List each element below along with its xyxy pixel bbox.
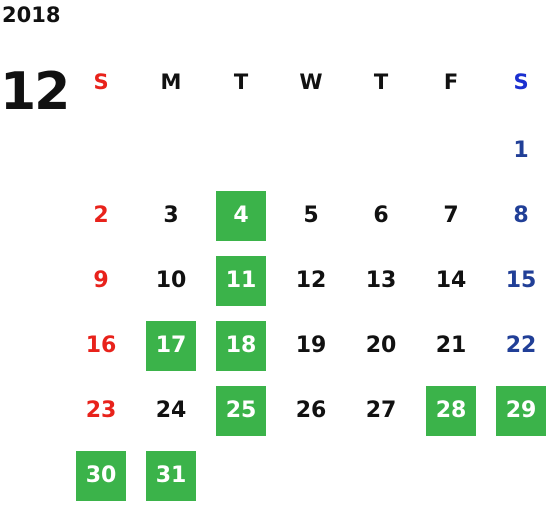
day-cell: 12 — [276, 248, 346, 313]
day-7[interactable]: 7 — [443, 203, 459, 228]
day-12[interactable]: 12 — [295, 268, 327, 293]
day-grid: 1 2 3 4 5 6 7 8 9 10 11 12 13 14 15 16 17 18 19 20 21 22 23 24 2… — [66, 118, 548, 508]
day-23[interactable]: 23 — [85, 398, 117, 423]
weekday-wednesday: W — [299, 70, 323, 94]
day-cell: 19 — [276, 313, 346, 378]
day-27[interactable]: 27 — [365, 398, 397, 423]
day-cell-empty — [66, 118, 136, 183]
day-cell: 26 — [276, 378, 346, 443]
day-28[interactable]: 28 — [426, 385, 476, 436]
day-31[interactable]: 31 — [146, 450, 196, 501]
day-16[interactable]: 16 — [85, 333, 117, 358]
weekday-sunday: S — [93, 70, 109, 94]
weekday-monday: M — [160, 70, 182, 94]
day-17[interactable]: 17 — [146, 320, 196, 371]
day-8[interactable]: 8 — [513, 203, 529, 228]
day-1[interactable]: 1 — [513, 138, 529, 163]
day-cell: 15 — [486, 248, 548, 313]
day-cell: 21 — [416, 313, 486, 378]
day-cell-empty — [346, 118, 416, 183]
day-cell: 3 — [136, 183, 206, 248]
day-18[interactable]: 18 — [216, 320, 266, 371]
day-30[interactable]: 30 — [76, 450, 126, 501]
day-cell: 2 — [66, 183, 136, 248]
day-cell: 31 — [136, 443, 206, 508]
day-14[interactable]: 14 — [435, 268, 467, 293]
day-cell: 18 — [206, 313, 276, 378]
day-cell: 6 — [346, 183, 416, 248]
day-10[interactable]: 10 — [155, 268, 187, 293]
day-cell: 16 — [66, 313, 136, 378]
day-4[interactable]: 4 — [216, 190, 266, 241]
day-cell: 20 — [346, 313, 416, 378]
day-cell: 4 — [206, 183, 276, 248]
day-21[interactable]: 21 — [435, 333, 467, 358]
day-cell-empty — [206, 118, 276, 183]
day-cell: 30 — [66, 443, 136, 508]
calendar-month: 12 — [0, 62, 70, 122]
day-cell: 8 — [486, 183, 548, 248]
day-cell: 25 — [206, 378, 276, 443]
day-19[interactable]: 19 — [295, 333, 327, 358]
weekday-tuesday: T — [233, 70, 249, 94]
day-cell: 5 — [276, 183, 346, 248]
weekday-thursday: T — [373, 70, 389, 94]
day-11[interactable]: 11 — [216, 255, 266, 306]
day-cell-empty — [276, 118, 346, 183]
day-cell: 13 — [346, 248, 416, 313]
day-26[interactable]: 26 — [295, 398, 327, 423]
day-24[interactable]: 24 — [155, 398, 187, 423]
day-cell: 23 — [66, 378, 136, 443]
day-cell: 17 — [136, 313, 206, 378]
day-cell: 28 — [416, 378, 486, 443]
calendar-year: 2018 — [2, 3, 61, 27]
day-cell: 24 — [136, 378, 206, 443]
day-6[interactable]: 6 — [373, 203, 389, 228]
weekday-header: S M T W T F S — [66, 64, 548, 100]
day-13[interactable]: 13 — [365, 268, 397, 293]
day-29[interactable]: 29 — [496, 385, 546, 436]
day-9[interactable]: 9 — [93, 268, 109, 293]
day-22[interactable]: 22 — [505, 333, 537, 358]
day-2[interactable]: 2 — [93, 203, 109, 228]
day-cell: 7 — [416, 183, 486, 248]
day-cell-empty — [416, 118, 486, 183]
day-5[interactable]: 5 — [303, 203, 319, 228]
day-cell: 14 — [416, 248, 486, 313]
day-20[interactable]: 20 — [365, 333, 397, 358]
day-15[interactable]: 15 — [505, 268, 537, 293]
day-cell: 11 — [206, 248, 276, 313]
weekday-saturday: S — [513, 70, 529, 94]
day-3[interactable]: 3 — [163, 203, 179, 228]
day-cell: 9 — [66, 248, 136, 313]
day-25[interactable]: 25 — [216, 385, 266, 436]
weekday-friday: F — [443, 70, 459, 94]
day-cell: 22 — [486, 313, 548, 378]
day-cell: 27 — [346, 378, 416, 443]
day-cell: 10 — [136, 248, 206, 313]
day-cell: 1 — [486, 118, 548, 183]
day-cell: 29 — [486, 378, 548, 443]
day-cell-empty — [136, 118, 206, 183]
